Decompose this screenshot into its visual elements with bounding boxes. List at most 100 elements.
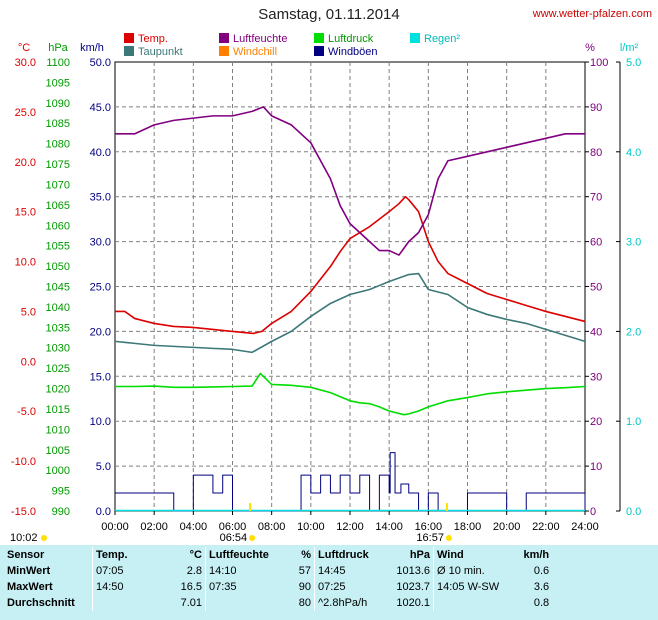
grid-lines xyxy=(115,62,585,511)
pressure-tick-label: 1100 xyxy=(46,57,70,69)
stats-row-avg: Durchschnitt 7.01 80 ^2.8hPa/h 1020.1 0.… xyxy=(4,595,552,611)
cell: 57 xyxy=(298,565,311,577)
legend-label: Temp. xyxy=(138,33,168,45)
legend-label: Luftfeuchte xyxy=(233,33,287,45)
rain-tick-label: 5.0 xyxy=(626,57,641,69)
legend-swatch xyxy=(124,46,134,56)
temp-unit-label: °C xyxy=(18,42,30,54)
legend-label: Luftdruck xyxy=(328,33,374,45)
time-tick-label: 08:00 xyxy=(258,521,286,533)
humidity-tick-label: 40 xyxy=(590,326,602,338)
col-wind: Wind xyxy=(433,547,503,563)
cell xyxy=(205,595,284,611)
wind-tick-label: 40.0 xyxy=(90,147,111,159)
col-humidity-unit: % xyxy=(301,549,311,561)
pressure-tick-label: 1090 xyxy=(46,98,70,110)
humidity-tick-label: 70 xyxy=(590,192,602,204)
pressure-tick-label: 1020 xyxy=(46,384,70,396)
cell: 16.5 xyxy=(180,581,202,593)
pressure-tick-label: 1065 xyxy=(46,200,70,212)
legend-swatch xyxy=(314,33,324,43)
humidity-tick-label: 100 xyxy=(590,57,608,69)
col-pressure: Luftdruck xyxy=(314,547,383,563)
pressure-tick-label: 1050 xyxy=(46,261,70,273)
pressure-tick-label: 1025 xyxy=(46,363,70,375)
time-tick-label: 12:00 xyxy=(336,521,364,533)
legend-swatch xyxy=(410,33,420,43)
humidity-tick-label: 20 xyxy=(590,416,602,428)
pressure-tick-label: 1080 xyxy=(46,139,70,151)
time-tick-label: 24:00 xyxy=(571,521,599,533)
series-layer xyxy=(114,106,586,512)
site-link[interactable]: www.wetter-pfalzen.com xyxy=(532,8,652,20)
wind-tick-label: 35.0 xyxy=(90,192,111,204)
cell: 07:25 xyxy=(314,579,383,595)
stats-row-min: MinWert 07:05 2.8 14:10 57 14:45 1013.6 … xyxy=(4,563,552,579)
cell: 07:35 xyxy=(205,579,284,595)
temp-tick-label: -10.0 xyxy=(11,456,36,468)
cell xyxy=(433,595,503,611)
legend-swatch xyxy=(219,46,229,56)
stats-table: Sensor Temp. °C Luftfeuchte % Luftdruck … xyxy=(4,547,552,611)
legend-label: Windchill xyxy=(233,46,277,58)
cell: 1020.1 xyxy=(396,597,430,609)
pressure-tick-label: 1095 xyxy=(46,77,70,89)
temp-tick-label: -15.0 xyxy=(11,506,36,518)
col-temp: Temp. xyxy=(92,547,159,563)
legend-label: Taupunkt xyxy=(138,46,183,58)
cell: 0.8 xyxy=(533,597,550,609)
time-tick-label: 20:00 xyxy=(493,521,521,533)
pressure-tick-label: 1070 xyxy=(46,179,70,191)
pressure-tick-label: 1000 xyxy=(46,465,70,477)
rain-tick-label: 2.0 xyxy=(626,326,641,338)
humidity-tick-label: 30 xyxy=(590,371,602,383)
legend-label: Regen² xyxy=(424,33,460,45)
pressure-tick-label: 1075 xyxy=(46,159,70,171)
time-tick-label: 10:00 xyxy=(297,521,325,533)
cell: 14:05 W-SW xyxy=(433,579,503,595)
sunset-marker xyxy=(445,503,448,511)
rain-tick-label: 0.0 xyxy=(626,506,641,518)
moon-icon xyxy=(41,535,47,541)
series-line-luftdruck xyxy=(115,372,586,416)
wind-tick-label: 10.0 xyxy=(90,416,111,428)
temp-tick-label: 20.0 xyxy=(15,157,36,169)
moonrise-label: 10:02 xyxy=(10,532,38,544)
cell: 0.6 xyxy=(533,565,550,577)
humidity-tick-label: 80 xyxy=(590,147,602,159)
legend-swatch xyxy=(314,46,324,56)
cell: 07:05 xyxy=(92,563,159,579)
stats-panel: Sensor Temp. °C Luftfeuchte % Luftdruck … xyxy=(0,545,658,620)
temp-tick-label: 5.0 xyxy=(21,306,36,318)
pressure-tick-label: 1060 xyxy=(46,220,70,232)
time-tick-label: 04:00 xyxy=(180,521,208,533)
pressure-tick-label: 1015 xyxy=(46,404,70,416)
cell: 7.01 xyxy=(180,597,202,609)
time-tick-label: 14:00 xyxy=(375,521,403,533)
pressure-tick-label: 1085 xyxy=(46,118,70,130)
sunrise-marker xyxy=(249,503,252,511)
pressure-tick-label: 1005 xyxy=(46,445,70,457)
legend: Temp. Luftfeuchte Luftdruck Regen² Taupunkt W… xyxy=(124,33,460,58)
humidity-tick-label: 10 xyxy=(590,461,602,473)
pressure-tick-label: 1045 xyxy=(46,282,70,294)
axis-labels: 30.0 25.0 20.0 15.0 10.0 5.0 0.0 -5.0 -10.0 -15.0… xyxy=(11,42,641,533)
pressure-unit-label: hPa xyxy=(48,42,68,54)
humidity-tick-label: 60 xyxy=(590,237,602,249)
temp-tick-label: 30.0 xyxy=(15,57,36,69)
sunset-label: 16:57 xyxy=(416,532,444,544)
time-tick-label: 18:00 xyxy=(454,521,482,533)
pressure-tick-label: 990 xyxy=(52,506,70,518)
temp-tick-label: -5.0 xyxy=(17,406,36,418)
sunrise-label: 06:54 xyxy=(220,532,248,544)
rain-unit-label: l/m² xyxy=(620,42,639,54)
col-pressure-unit: hPa xyxy=(409,549,430,561)
legend-swatch xyxy=(219,33,229,43)
pressure-tick-label: 1010 xyxy=(46,424,70,436)
chart-title: Samstag, 01.11.2014 xyxy=(258,6,400,23)
cell: ^2.8hPa/h xyxy=(314,595,383,611)
rain-tick-label: 3.0 xyxy=(626,237,641,249)
time-tick-label: 22:00 xyxy=(532,521,560,533)
cell: 3.6 xyxy=(533,581,550,593)
cell: 1013.6 xyxy=(396,565,430,577)
